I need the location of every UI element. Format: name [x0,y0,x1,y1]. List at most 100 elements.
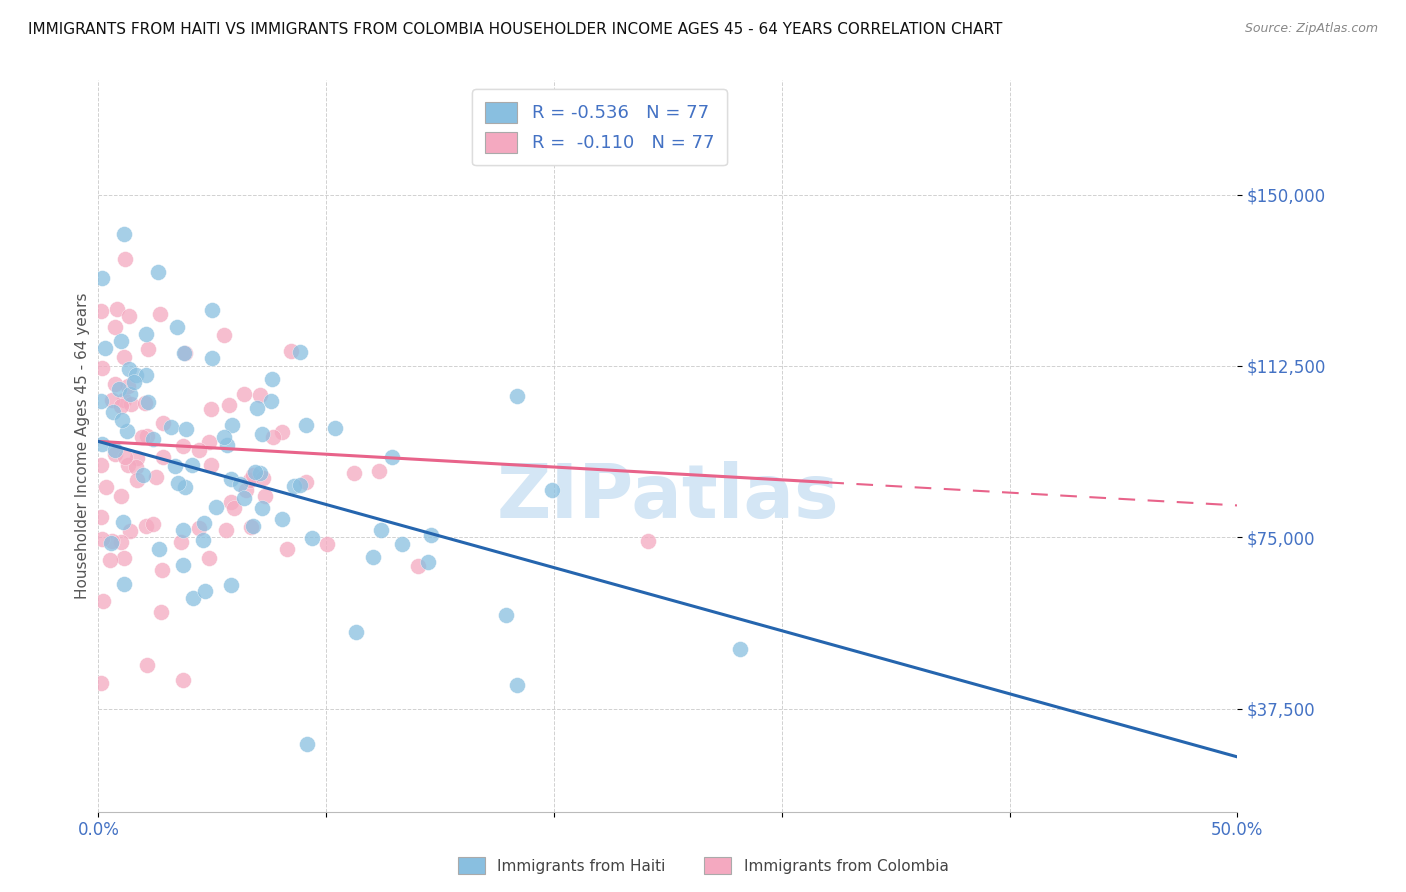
Text: IMMIGRANTS FROM HAITI VS IMMIGRANTS FROM COLOMBIA HOUSEHOLDER INCOME AGES 45 - 6: IMMIGRANTS FROM HAITI VS IMMIGRANTS FROM… [28,22,1002,37]
Point [246,401,269,415]
Point [233,491,256,506]
Point [112,393,135,408]
Point [370,523,392,537]
Point [323,421,346,435]
Point [288,345,311,359]
Point [136,342,159,356]
Point [290,478,312,492]
Point [166,476,188,491]
Point [217,438,239,452]
Point [212,328,235,343]
Point [172,523,194,537]
Point [120,397,142,411]
Point [90,676,112,690]
Point [218,398,240,412]
Point [107,382,129,396]
Point [254,489,277,503]
Point [219,578,242,592]
Point [131,430,153,444]
Point [166,319,188,334]
Point [150,563,173,577]
Point [252,471,274,485]
Point [283,479,305,493]
Point [136,395,159,409]
Point [295,737,318,751]
Point [136,429,159,443]
Point [94,341,117,355]
Point [260,394,283,409]
Point [260,372,283,386]
Point [165,459,187,474]
Point [112,551,135,566]
Point [214,430,236,444]
Point [91,361,114,376]
Point [172,558,194,572]
Point [222,500,245,515]
Point [316,537,339,551]
Point [219,472,242,486]
Point [200,458,222,473]
Text: Source: ZipAtlas.com: Source: ZipAtlas.com [1244,22,1378,36]
Point [104,319,127,334]
Point [125,450,148,465]
Point [125,473,148,487]
Point [94,480,117,494]
Point [406,559,429,574]
Point [262,429,284,443]
Point [240,520,263,534]
Point [249,466,271,480]
Legend: Immigrants from Haiti, Immigrants from Colombia: Immigrants from Haiti, Immigrants from C… [451,851,955,880]
Point [391,537,413,551]
Point [122,376,145,390]
Point [90,393,112,408]
Point [110,334,132,348]
Point [101,405,124,419]
Point [506,389,529,403]
Point [221,417,243,432]
Point [183,591,205,606]
Point [368,464,391,478]
Point [239,473,262,487]
Point [114,450,136,465]
Point [134,396,156,410]
Point [118,362,141,376]
Point [117,379,139,393]
Point [194,584,217,599]
Point [250,426,273,441]
Point [173,346,195,360]
Point [174,422,197,436]
Point [505,678,527,692]
Point [110,534,132,549]
Point [149,306,172,320]
Point [381,450,404,464]
Point [249,388,271,402]
Point [219,494,242,508]
Point [193,533,215,547]
Point [125,460,148,475]
Point [201,351,224,365]
Point [104,443,127,458]
Point [152,450,174,465]
Point [198,434,221,449]
Point [91,594,114,608]
Point [205,500,228,515]
Point [118,524,141,538]
Y-axis label: Householder Income Ages 45 - 64 years: Householder Income Ages 45 - 64 years [75,293,90,599]
Point [295,418,318,433]
Point [145,469,167,483]
Point [343,466,366,480]
Point [301,531,323,545]
Point [90,303,112,318]
Point [111,413,134,427]
Point [112,577,135,591]
Point [235,483,257,498]
Point [172,439,194,453]
Point [198,551,221,566]
Point [112,350,135,364]
Point [201,302,224,317]
Point [637,534,659,549]
Point [193,516,215,531]
Point [105,302,128,317]
Point [100,392,122,407]
Point [728,642,751,657]
